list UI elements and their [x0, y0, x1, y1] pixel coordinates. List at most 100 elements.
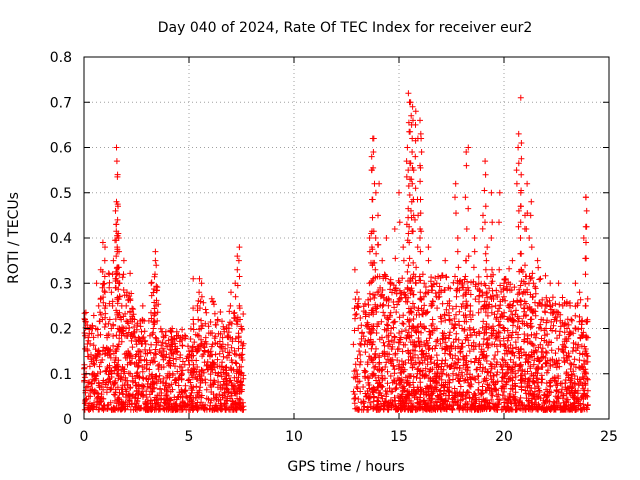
data-point [370, 149, 377, 155]
data-point [529, 309, 536, 316]
data-point [120, 271, 127, 278]
data-point [409, 164, 416, 171]
data-point [526, 375, 533, 382]
data-point [100, 299, 107, 306]
data-point [372, 363, 379, 370]
data-point [370, 291, 377, 298]
data-point [153, 351, 159, 358]
data-point [385, 302, 392, 309]
data-point [157, 385, 164, 392]
data-point [543, 360, 550, 367]
data-point [369, 135, 376, 142]
data-point [481, 187, 488, 194]
data-point [531, 380, 538, 386]
data-point [372, 354, 379, 361]
data-point [465, 144, 472, 151]
data-point [505, 316, 512, 323]
data-point [413, 280, 419, 287]
data-point [192, 402, 199, 408]
data-point [474, 406, 481, 413]
data-point [235, 368, 242, 375]
data-point [428, 399, 435, 406]
data-point [217, 400, 224, 407]
data-point [538, 335, 545, 342]
data-point [409, 275, 416, 282]
data-point [92, 375, 99, 382]
data-point [214, 356, 221, 363]
data-point [515, 334, 521, 341]
data-point [397, 290, 404, 296]
data-point [418, 339, 424, 346]
data-point [481, 330, 488, 336]
data-point [513, 167, 520, 174]
data-point [582, 382, 589, 389]
data-point [498, 288, 505, 295]
data-point [523, 273, 530, 280]
data-point [113, 237, 120, 244]
data-point [496, 266, 503, 273]
data-point [543, 386, 550, 393]
data-point [442, 392, 449, 399]
data-point [424, 384, 431, 391]
data-point [160, 356, 167, 363]
data-point [539, 364, 546, 370]
data-point [578, 363, 585, 370]
y-tick-label: 0.4 [50, 231, 72, 247]
data-point [360, 398, 367, 405]
data-point [86, 363, 93, 370]
data-point [140, 383, 147, 390]
data-point [102, 321, 109, 327]
data-point [484, 381, 491, 388]
data-point [375, 389, 382, 396]
data-point [408, 112, 415, 119]
data-point [351, 391, 358, 398]
data-point [429, 345, 436, 352]
data-point [208, 397, 215, 404]
data-point [462, 305, 469, 312]
data-point [392, 350, 399, 357]
data-point [99, 316, 106, 323]
data-point [456, 322, 463, 329]
data-point [446, 364, 453, 370]
data-point [234, 405, 240, 412]
data-point [379, 287, 386, 293]
data-point [395, 397, 402, 404]
data-point [542, 406, 549, 413]
data-point [464, 364, 471, 370]
data-point [373, 345, 379, 352]
data-point [531, 393, 538, 400]
data-point [234, 321, 241, 328]
data-point [534, 302, 541, 309]
data-point [518, 298, 525, 305]
data-point [396, 361, 403, 368]
data-point [479, 351, 486, 358]
data-point [396, 314, 403, 321]
data-point [82, 345, 88, 352]
data-point [484, 399, 491, 406]
data-point [93, 357, 100, 364]
data-point [103, 367, 110, 374]
data-point [494, 369, 501, 376]
data-point [156, 361, 163, 368]
data-point [514, 297, 521, 304]
data-point [417, 235, 423, 241]
data-point [153, 397, 160, 404]
data-point [563, 370, 570, 377]
data-point [365, 301, 372, 308]
data-point [410, 354, 417, 361]
data-point [90, 354, 97, 361]
data-point [139, 364, 146, 370]
data-point [115, 296, 122, 303]
data-point [494, 308, 501, 315]
data-point [471, 375, 478, 382]
data-point [416, 311, 423, 318]
data-point [417, 359, 423, 366]
data-point [391, 394, 398, 401]
data-point [134, 406, 140, 413]
data-point [358, 335, 365, 342]
data-point [362, 349, 369, 356]
data-point [543, 294, 550, 301]
data-point [583, 223, 590, 230]
data-point [366, 235, 373, 241]
data-point [555, 388, 562, 395]
